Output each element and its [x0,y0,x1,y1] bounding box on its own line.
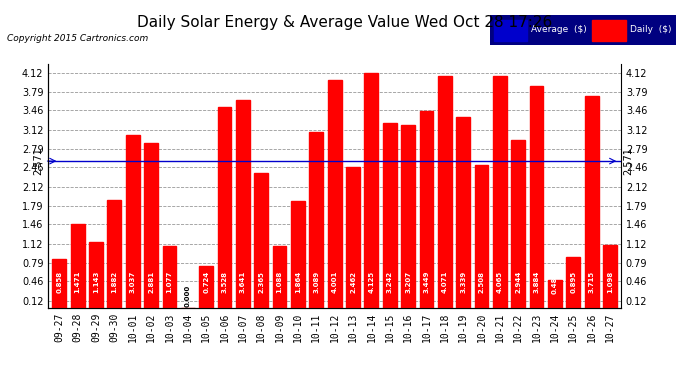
Text: 2.571: 2.571 [623,147,633,175]
Text: 3.715: 3.715 [589,271,595,293]
Bar [328,80,342,308]
Bar [126,135,139,308]
Bar [584,96,598,308]
Bar [438,76,452,307]
Text: 1.143: 1.143 [93,271,99,293]
Text: Daily Solar Energy & Average Value Wed Oct 28 17:26: Daily Solar Energy & Average Value Wed O… [137,15,553,30]
Text: 4.001: 4.001 [332,271,337,293]
Bar [530,86,544,308]
Text: 3.242: 3.242 [386,271,393,293]
Text: 1.098: 1.098 [607,271,613,293]
Text: Copyright 2015 Cartronics.com: Copyright 2015 Cartronics.com [7,34,148,43]
Bar [603,245,617,308]
Bar [420,111,433,308]
Bar [255,173,268,308]
Text: 0.000: 0.000 [185,285,191,307]
Bar [475,165,489,308]
Bar [52,259,66,308]
Text: 3.528: 3.528 [221,271,228,293]
Text: 1.882: 1.882 [111,271,117,293]
Bar [346,167,360,308]
Bar [456,117,470,308]
Text: 2.365: 2.365 [258,272,264,293]
Text: 3.641: 3.641 [240,271,246,293]
Text: 1.077: 1.077 [166,271,172,293]
FancyBboxPatch shape [493,20,527,40]
Text: 4.071: 4.071 [442,271,448,293]
Text: 3.449: 3.449 [424,271,429,293]
Bar [273,246,286,308]
Text: 1.471: 1.471 [75,271,81,293]
Text: 0.858: 0.858 [57,271,62,293]
Text: 3.089: 3.089 [313,271,319,293]
FancyBboxPatch shape [592,20,626,40]
Text: 0.724: 0.724 [203,271,209,293]
Text: 1.864: 1.864 [295,271,301,293]
Text: 4.125: 4.125 [368,271,375,293]
Bar [566,256,580,307]
Bar [163,246,177,308]
Text: 3.037: 3.037 [130,271,136,293]
Bar [199,266,213,308]
Text: 2.462: 2.462 [350,271,356,293]
Bar [144,143,158,308]
Text: 2.944: 2.944 [515,271,521,293]
Bar [89,242,103,308]
Bar [383,123,397,308]
Text: 2.881: 2.881 [148,271,154,293]
Bar [217,106,231,308]
Bar [493,76,506,308]
Text: 3.339: 3.339 [460,271,466,293]
Bar [291,201,305,308]
Text: Daily  ($): Daily ($) [629,26,671,34]
Bar [108,200,121,308]
Text: 3.884: 3.884 [533,271,540,293]
Text: 2.571: 2.571 [33,147,43,175]
Text: 2.508: 2.508 [478,271,484,293]
Bar [548,280,562,308]
Text: 4.065: 4.065 [497,271,503,293]
Text: Average  ($): Average ($) [531,26,586,34]
Bar [309,132,323,308]
Bar [401,125,415,308]
Bar [236,100,250,308]
Text: 0.895: 0.895 [570,271,576,293]
Bar [511,140,525,308]
Bar [71,224,85,308]
Text: 1.088: 1.088 [277,271,283,293]
Bar [364,73,378,308]
Text: 0.487: 0.487 [552,271,558,294]
Text: 3.207: 3.207 [405,271,411,293]
